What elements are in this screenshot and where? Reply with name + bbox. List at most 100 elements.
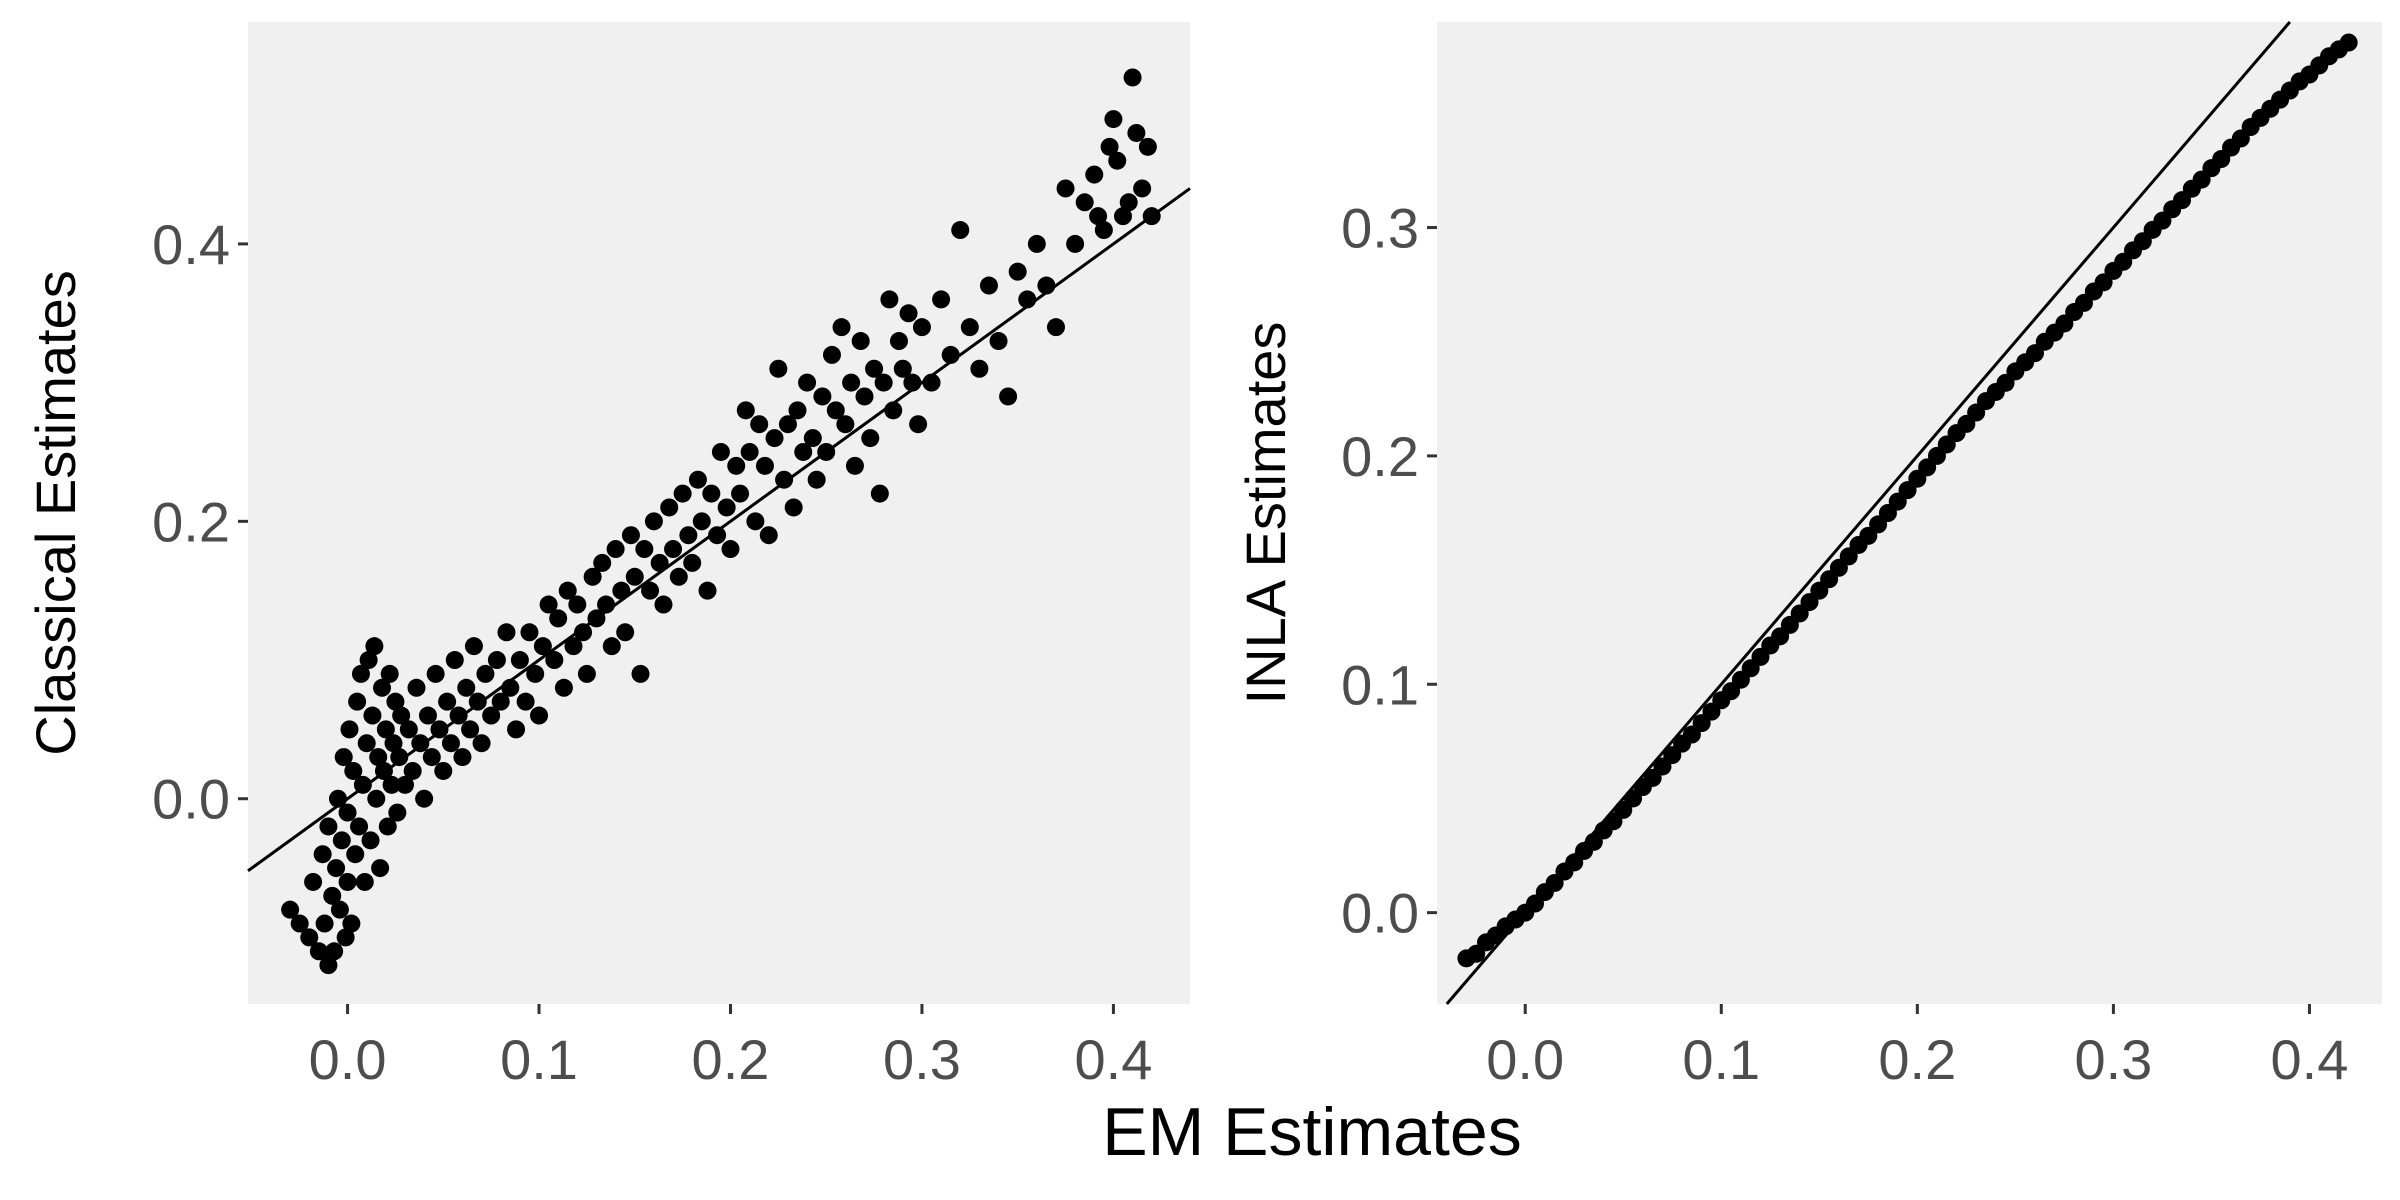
data-point xyxy=(415,789,434,808)
data-point xyxy=(650,553,669,572)
data-point xyxy=(616,623,635,642)
data-point xyxy=(445,651,464,670)
data-point xyxy=(597,595,616,614)
data-point xyxy=(382,775,401,794)
data-point xyxy=(374,761,393,780)
data-point xyxy=(664,540,683,559)
data-point xyxy=(355,872,374,891)
data-point xyxy=(702,484,721,503)
data-point xyxy=(418,706,437,725)
data-point xyxy=(487,651,506,670)
data-point xyxy=(1075,193,1094,212)
data-point xyxy=(861,429,880,448)
data-point xyxy=(970,359,989,378)
data-point xyxy=(338,803,357,822)
data-point xyxy=(371,859,390,878)
data-point xyxy=(281,900,300,919)
data-point xyxy=(327,859,346,878)
data-point xyxy=(290,914,309,933)
data-point xyxy=(612,581,631,600)
data-point xyxy=(365,637,384,656)
data-point xyxy=(457,678,476,697)
data-point xyxy=(319,956,338,975)
data-point xyxy=(909,415,928,434)
data-point xyxy=(300,928,319,947)
data-point xyxy=(912,318,931,337)
data-point xyxy=(1066,234,1085,253)
data-point xyxy=(669,567,688,586)
data-point xyxy=(679,526,698,545)
data-point xyxy=(344,761,363,780)
data-point xyxy=(539,595,558,614)
data-point xyxy=(1027,234,1046,253)
y-tick-label: 0.4 xyxy=(152,213,230,276)
data-point xyxy=(631,664,650,683)
data-point xyxy=(755,456,774,475)
data-point xyxy=(717,498,736,517)
data-point xyxy=(851,332,870,351)
data-point xyxy=(464,637,483,656)
data-point xyxy=(380,664,399,683)
data-point xyxy=(577,664,596,683)
data-point xyxy=(340,720,359,739)
data-point xyxy=(533,637,552,656)
data-point xyxy=(635,540,654,559)
data-point xyxy=(361,831,380,850)
data-point xyxy=(874,373,893,392)
data-point xyxy=(369,748,388,767)
data-point xyxy=(491,692,510,711)
data-point xyxy=(520,623,539,642)
data-point xyxy=(461,720,480,739)
data-point xyxy=(332,831,351,850)
plot-background-classical xyxy=(248,22,1190,1004)
data-point xyxy=(411,734,430,753)
data-point xyxy=(683,553,702,572)
data-point xyxy=(334,748,353,767)
data-point xyxy=(932,290,951,309)
data-point xyxy=(422,748,441,767)
x-tick-label: 0.3 xyxy=(883,1028,961,1091)
data-point xyxy=(641,581,660,600)
data-point xyxy=(836,415,855,434)
data-point xyxy=(510,651,529,670)
data-point xyxy=(388,803,407,822)
data-point xyxy=(386,692,405,711)
data-point xyxy=(342,914,361,933)
data-point xyxy=(430,720,449,739)
data-point xyxy=(336,928,355,947)
x-tick-label: 0.1 xyxy=(500,1028,578,1091)
data-point xyxy=(390,748,409,767)
data-point xyxy=(530,706,549,725)
data-point xyxy=(746,512,765,531)
data-point xyxy=(392,706,411,725)
data-point xyxy=(1094,221,1113,240)
data-point xyxy=(688,470,707,489)
data-point xyxy=(1018,290,1037,309)
data-point xyxy=(396,775,414,794)
data-point xyxy=(574,623,593,642)
data-point xyxy=(351,664,370,683)
data-point xyxy=(731,484,750,503)
data-point xyxy=(516,692,535,711)
data-point xyxy=(545,651,564,670)
y-axis-title-classical: Classical Estimates xyxy=(24,270,87,755)
data-point xyxy=(1138,137,1157,156)
data-point xyxy=(367,789,386,808)
data-point xyxy=(813,387,832,406)
y-tick-label: 0.3 xyxy=(1341,197,1419,260)
data-point xyxy=(794,442,813,461)
data-point xyxy=(784,498,803,517)
data-point xyxy=(606,540,625,559)
data-point xyxy=(330,900,349,919)
x-tick-label: 0.1 xyxy=(1682,1028,1760,1091)
data-point xyxy=(554,678,573,697)
data-point xyxy=(625,567,644,586)
data-point xyxy=(1104,110,1123,129)
data-point xyxy=(826,401,845,420)
data-point xyxy=(348,692,367,711)
data-point xyxy=(468,692,487,711)
data-point xyxy=(979,276,998,295)
y-axis-title-inla: INLA Estimates xyxy=(1234,322,1297,705)
data-point xyxy=(304,872,323,891)
panel-inla: 0.0 0.1 0.2 0.3 0.4 0.0 0.1 0.2 0.3 INLA Estimat… xyxy=(1234,21,2382,1091)
